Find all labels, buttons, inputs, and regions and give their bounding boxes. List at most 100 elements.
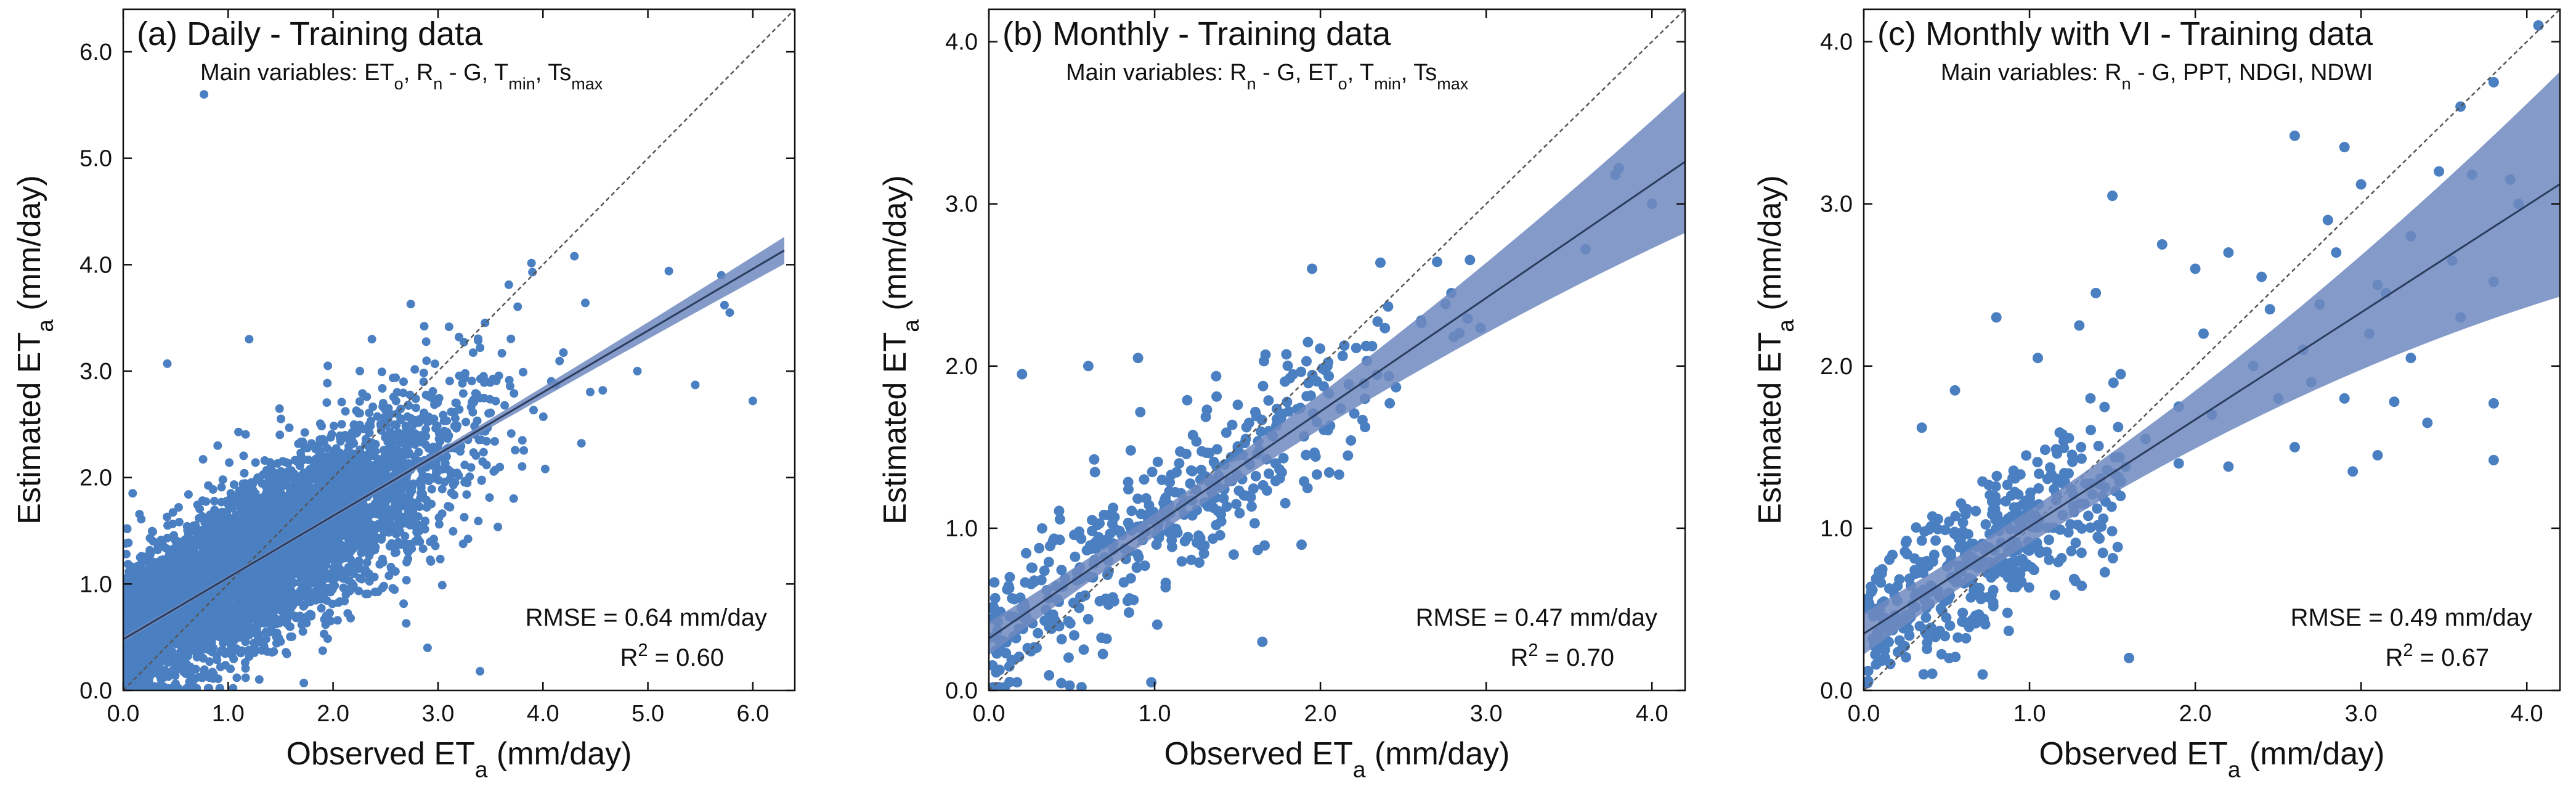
data-point — [362, 558, 372, 567]
data-point — [241, 479, 250, 488]
data-point — [241, 664, 250, 673]
data-point — [320, 568, 330, 577]
data-point — [123, 525, 132, 533]
data-point — [486, 395, 495, 404]
data-point — [171, 578, 181, 587]
data-point — [276, 534, 285, 544]
data-point — [513, 302, 522, 311]
data-point — [277, 503, 286, 512]
data-point — [169, 531, 179, 540]
data-point — [431, 541, 440, 550]
data-point — [427, 485, 436, 494]
data-point — [229, 654, 238, 663]
data-point — [163, 512, 172, 522]
data-point — [288, 632, 296, 641]
data-point — [437, 465, 447, 474]
data-point — [188, 643, 197, 652]
data-point — [391, 373, 400, 382]
data-point — [267, 648, 277, 657]
data-point — [172, 553, 181, 562]
data-point — [230, 633, 239, 642]
data-point — [241, 637, 250, 647]
data-point — [198, 455, 208, 464]
data-point — [395, 526, 404, 536]
data-point — [434, 443, 443, 451]
data-point — [311, 579, 320, 588]
data-point — [153, 647, 163, 657]
data-point — [331, 573, 340, 583]
data-point — [484, 409, 494, 418]
data-point — [123, 549, 131, 559]
data-point — [311, 444, 320, 454]
data-point — [322, 612, 331, 620]
data-point — [452, 424, 461, 433]
data-point — [429, 534, 438, 544]
data-point — [335, 597, 344, 606]
data-point — [251, 458, 260, 467]
data-point — [128, 489, 137, 498]
data-point — [173, 665, 182, 674]
data-point — [577, 439, 586, 448]
data-point — [480, 378, 489, 387]
data-point — [148, 537, 158, 546]
data-point — [278, 479, 288, 488]
data-point — [389, 420, 399, 429]
data-point — [241, 673, 250, 682]
data-point — [506, 334, 516, 343]
data-point — [330, 459, 339, 469]
data-point — [297, 620, 306, 629]
data-point — [250, 505, 259, 514]
data-point — [426, 557, 436, 566]
data-point — [383, 432, 392, 441]
data-point — [529, 406, 538, 415]
data-point — [313, 550, 322, 559]
data-point — [518, 436, 527, 445]
data-point — [213, 655, 222, 665]
data-point — [341, 407, 350, 416]
data-point — [273, 470, 282, 480]
data-point — [294, 439, 303, 448]
data-point — [343, 609, 352, 618]
data-point — [458, 378, 467, 388]
data-point — [360, 451, 369, 460]
data-point — [387, 539, 396, 548]
data-point — [422, 356, 431, 366]
data-point — [405, 539, 414, 549]
data-point — [506, 429, 516, 438]
data-point — [421, 517, 430, 526]
data-point — [538, 412, 548, 421]
data-point — [405, 521, 415, 530]
data-point — [359, 487, 368, 496]
data-point — [224, 605, 233, 615]
data-point — [322, 472, 331, 481]
data-point — [497, 349, 506, 358]
data-point — [304, 456, 313, 464]
data-point — [388, 584, 397, 593]
data-point — [485, 493, 494, 502]
data-point — [351, 560, 360, 569]
data-point — [320, 629, 328, 639]
data-point — [280, 562, 290, 571]
data-point — [225, 458, 234, 467]
data-point — [163, 521, 173, 530]
data-point — [444, 322, 453, 332]
data-point — [315, 536, 325, 546]
data-point — [234, 427, 243, 436]
data-point — [170, 544, 179, 553]
data-point — [402, 619, 411, 628]
data-point — [407, 414, 416, 423]
data-point — [289, 559, 298, 568]
data-point — [371, 447, 380, 456]
data-point — [265, 568, 274, 578]
data-point — [691, 380, 700, 390]
data-point — [329, 550, 338, 560]
data-point — [200, 665, 209, 674]
data-point — [275, 592, 284, 601]
data-point — [477, 476, 486, 485]
panel-a: 0.0 1.0 2.0 3.0 4.0 5.0 6.00.01.02.03.04.05.06… — [12, 8, 796, 782]
data-point — [217, 497, 226, 507]
data-point — [374, 456, 383, 465]
data-point — [474, 336, 483, 345]
data-point — [362, 392, 372, 401]
data-point — [222, 507, 232, 516]
